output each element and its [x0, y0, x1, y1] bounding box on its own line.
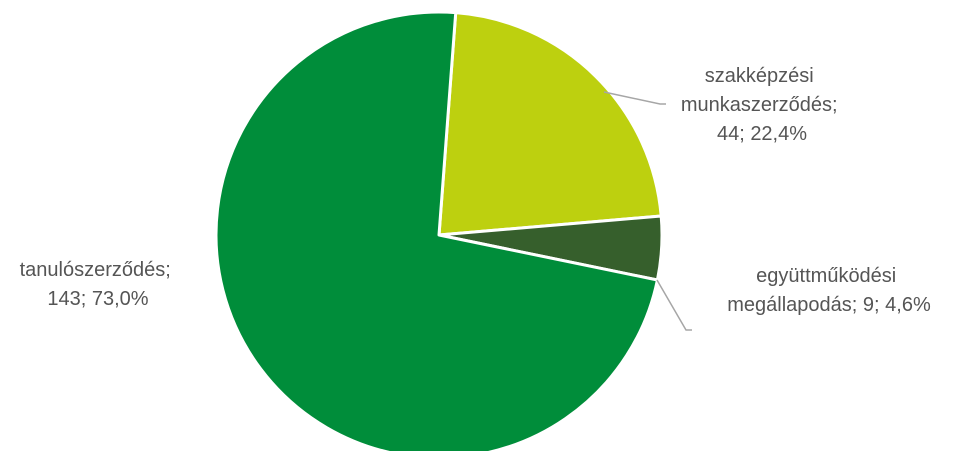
- pie-slice-3: [214, 10, 659, 451]
- data-label-line: megállapodás; 9; 4,6%: [727, 294, 931, 316]
- pie-slices: [214, 10, 664, 451]
- leader-lines: [603, 91, 692, 331]
- data-labels: szakképzési munkaszerződés; 44; 22,4% eg…: [20, 65, 931, 316]
- pie-slice-1: [437, 11, 663, 237]
- data-label-szakkepzesi: szakképzési munkaszerződés; 44; 22,4%: [681, 65, 843, 145]
- data-label-line: 44; 22,4%: [717, 123, 807, 145]
- data-label-tanuloszerzodes: tanulószerződés; 143; 73,0%: [20, 259, 177, 310]
- leader-line-egyuttmukodesi: [656, 279, 692, 331]
- data-label-line: 143; 73,0%: [47, 288, 148, 310]
- data-label-egyuttmukodesi: együttműködési megállapodás; 9; 4,6%: [727, 265, 931, 316]
- data-label-line: munkaszerződés;: [681, 94, 838, 116]
- data-label-line: együttműködési: [756, 265, 896, 287]
- leader-line-szakkepzesi: [603, 91, 666, 105]
- data-label-line: tanulószerződés;: [20, 259, 171, 281]
- data-label-line: szakképzési: [705, 65, 814, 87]
